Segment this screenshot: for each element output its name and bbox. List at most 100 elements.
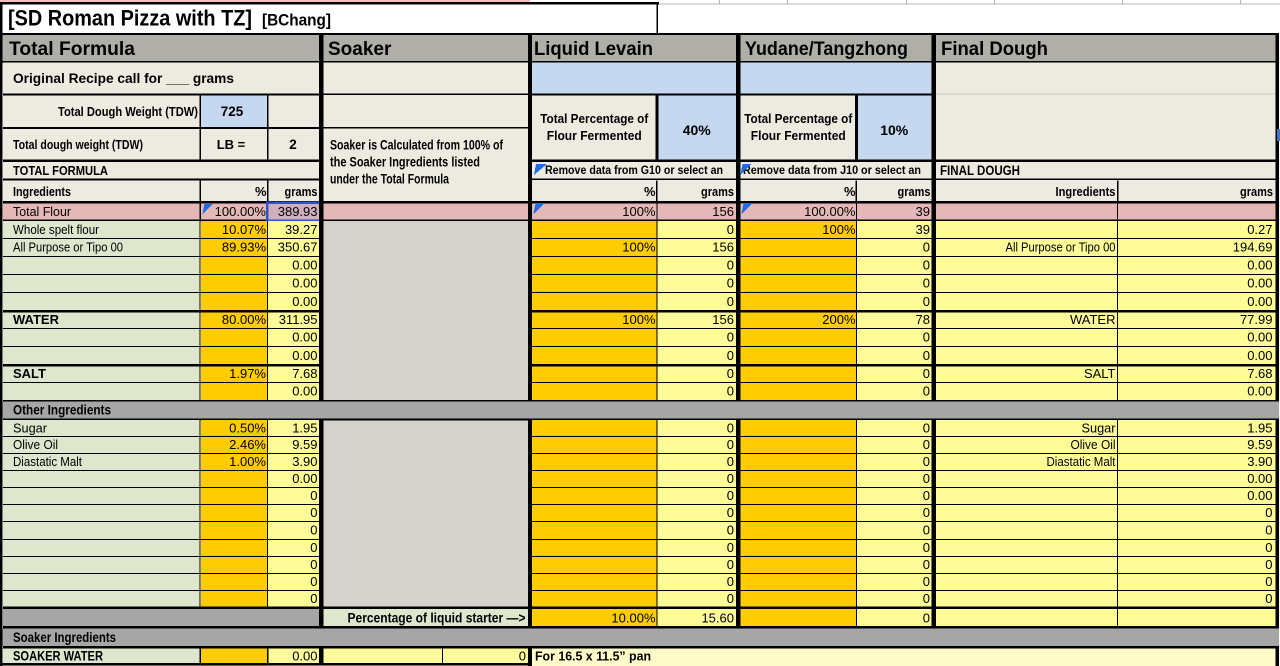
svg-text:0: 0 [923, 437, 930, 452]
svg-text:Yudane/Tangzhong: Yudane/Tangzhong [745, 39, 908, 60]
svg-text:grams: grams [1240, 184, 1273, 199]
svg-text:0: 0 [923, 276, 930, 291]
svg-text:0: 0 [923, 523, 930, 538]
svg-text:77.99: 77.99 [1240, 312, 1273, 327]
svg-text:Total Percentage of: Total Percentage of [540, 111, 649, 126]
svg-text:0: 0 [923, 454, 930, 469]
svg-text:80.00%: 80.00% [222, 312, 267, 327]
svg-text:0.00: 0.00 [1247, 471, 1272, 486]
svg-text:%: % [844, 184, 856, 199]
svg-text:3.90: 3.90 [1247, 454, 1272, 469]
svg-text:0: 0 [727, 523, 734, 538]
svg-text:0.27: 0.27 [1247, 222, 1272, 237]
svg-text:0: 0 [923, 348, 930, 363]
svg-text:10%: 10% [880, 122, 909, 138]
svg-text:0: 0 [923, 610, 930, 625]
svg-text:7.68: 7.68 [1247, 366, 1272, 381]
svg-text:7.68: 7.68 [292, 366, 317, 381]
svg-text:0: 0 [310, 574, 317, 589]
svg-text:0: 0 [727, 437, 734, 452]
svg-text:0.00: 0.00 [292, 330, 317, 345]
svg-text:Flour Fermented: Flour Fermented [751, 128, 846, 143]
svg-text:Sugar: Sugar [13, 421, 48, 436]
svg-text:0: 0 [727, 454, 734, 469]
svg-text:0: 0 [1265, 574, 1272, 589]
svg-text:100%: 100% [822, 222, 856, 237]
svg-text:0.00: 0.00 [292, 294, 317, 309]
svg-text:0: 0 [727, 294, 734, 309]
svg-text:All Purpose or Tipo 00: All Purpose or Tipo 00 [13, 240, 123, 255]
svg-text:0.00: 0.00 [292, 258, 317, 273]
svg-text:%: % [255, 184, 267, 199]
svg-text:0: 0 [727, 471, 734, 486]
svg-text:0: 0 [727, 330, 734, 345]
svg-text:0.00: 0.00 [1247, 276, 1272, 291]
svg-text:0: 0 [727, 276, 734, 291]
svg-text:FINAL DOUGH: FINAL DOUGH [940, 163, 1020, 178]
svg-text:0.00: 0.00 [1247, 258, 1272, 273]
svg-text:89.93%: 89.93% [222, 240, 267, 255]
svg-text:0.00: 0.00 [292, 348, 317, 363]
svg-text:0.00: 0.00 [292, 384, 317, 399]
svg-text:0.00: 0.00 [1247, 384, 1272, 399]
svg-text:Olive Oil: Olive Oil [13, 437, 58, 452]
svg-text:350.67: 350.67 [278, 240, 318, 255]
svg-text:%: % [644, 184, 656, 199]
svg-text:SOAKER WATER: SOAKER WATER [13, 649, 103, 664]
svg-text:0.00: 0.00 [1247, 294, 1272, 309]
svg-text:0: 0 [923, 591, 930, 606]
svg-text:0: 0 [923, 540, 930, 555]
svg-text:0: 0 [727, 574, 734, 589]
svg-text:0: 0 [519, 649, 526, 664]
svg-text:under the Total Formula: under the Total Formula [330, 172, 449, 187]
svg-text:1.97%: 1.97% [229, 366, 266, 381]
svg-text:3.90: 3.90 [292, 454, 317, 469]
svg-text:Flour Fermented: Flour Fermented [547, 128, 642, 143]
svg-text:0: 0 [923, 488, 930, 503]
svg-text:Ingredients: Ingredients [1056, 184, 1116, 199]
svg-text:0: 0 [923, 557, 930, 572]
svg-text:0.00: 0.00 [292, 649, 317, 664]
svg-text:Diastatic Malt: Diastatic Malt [13, 454, 82, 469]
svg-text:0: 0 [310, 557, 317, 572]
svg-text:2.46%: 2.46% [229, 437, 266, 452]
svg-text:100.00%: 100.00% [804, 204, 856, 219]
svg-text:0: 0 [923, 294, 930, 309]
svg-text:SALT: SALT [13, 366, 46, 381]
svg-text:0: 0 [727, 591, 734, 606]
svg-text:0: 0 [923, 258, 930, 273]
svg-text:Liquid Levain: Liquid Levain [534, 39, 653, 60]
svg-text:0: 0 [923, 330, 930, 345]
svg-text:0: 0 [727, 222, 734, 237]
svg-text:grams: grams [285, 184, 318, 199]
svg-text:311.95: 311.95 [279, 312, 318, 327]
svg-text:grams: grams [701, 184, 734, 199]
svg-text:For 16.5 x 11.5” pan: For 16.5 x 11.5” pan [535, 649, 651, 664]
svg-text:Soaker Ingredients: Soaker Ingredients [13, 630, 116, 645]
svg-text:0: 0 [923, 505, 930, 520]
svg-text:Ingredients: Ingredients [13, 184, 71, 199]
svg-text:TOTAL FORMULA: TOTAL FORMULA [13, 163, 109, 178]
svg-text:Total Formula: Total Formula [9, 39, 135, 60]
svg-text:0: 0 [310, 591, 317, 606]
svg-text:0.50%: 0.50% [229, 421, 266, 436]
svg-text:0: 0 [1265, 505, 1272, 520]
svg-text:40%: 40% [683, 122, 712, 138]
svg-text:0: 0 [727, 488, 734, 503]
svg-text:1.95: 1.95 [292, 421, 317, 436]
svg-text:Soaker: Soaker [328, 39, 392, 60]
svg-text:0: 0 [923, 421, 930, 436]
svg-text:grams: grams [898, 184, 931, 199]
svg-text:Olive Oil: Olive Oil [1071, 437, 1116, 452]
svg-text:0: 0 [310, 488, 317, 503]
svg-text:WATER: WATER [13, 312, 60, 327]
svg-text:100.00%: 100.00% [215, 204, 267, 219]
svg-text:0: 0 [1265, 557, 1272, 572]
svg-text:Whole spelt flour: Whole spelt flour [13, 222, 100, 237]
svg-text:Original Recipe call for ___ g: Original Recipe call for ___ grams [13, 71, 234, 86]
svg-text:156: 156 [712, 204, 734, 219]
svg-text:156: 156 [712, 312, 734, 327]
svg-text:39.27: 39.27 [285, 222, 318, 237]
svg-text:0.00: 0.00 [292, 276, 317, 291]
svg-text:0: 0 [923, 574, 930, 589]
